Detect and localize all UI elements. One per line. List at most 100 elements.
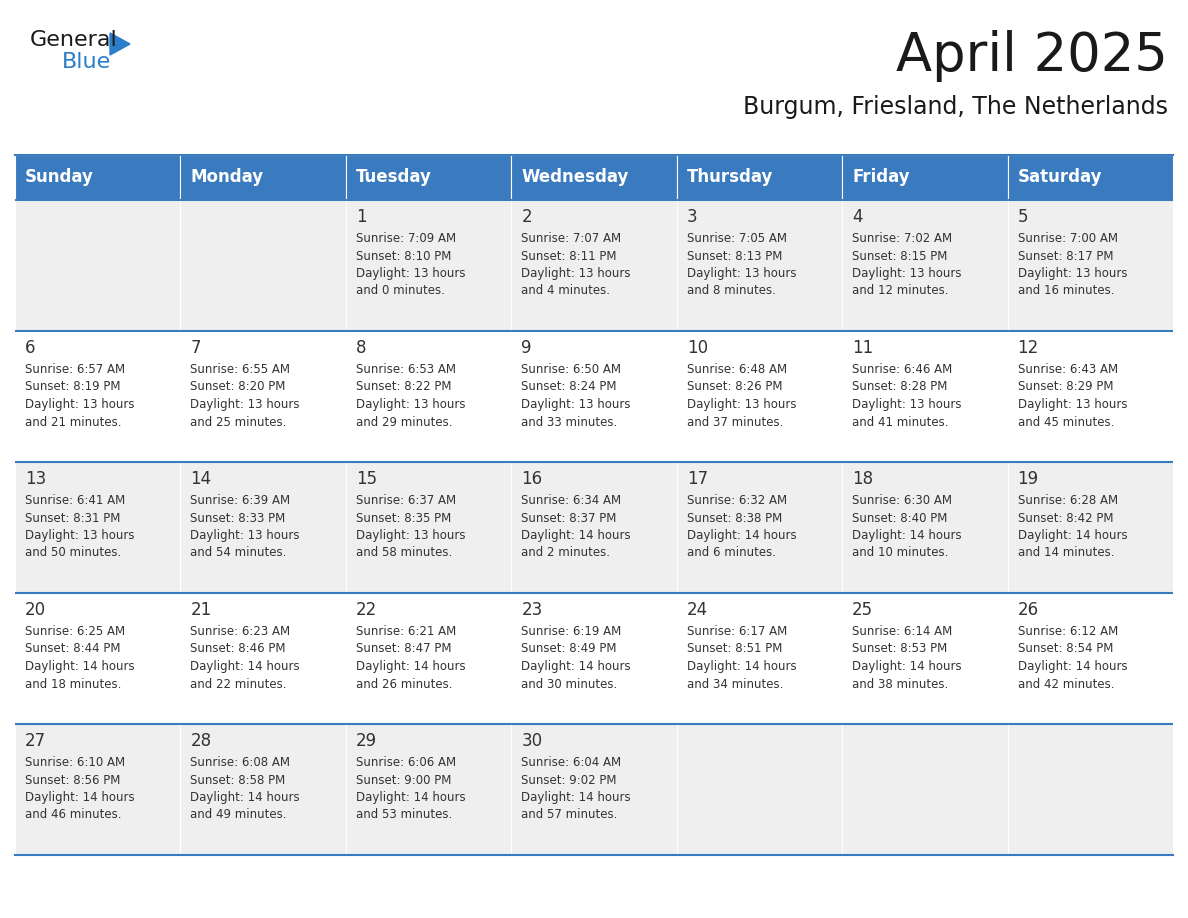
Text: Thursday: Thursday	[687, 169, 773, 186]
Text: Sunrise: 6:39 AM
Sunset: 8:33 PM
Daylight: 13 hours
and 54 minutes.: Sunrise: 6:39 AM Sunset: 8:33 PM Dayligh…	[190, 494, 299, 559]
Text: Saturday: Saturday	[1018, 169, 1102, 186]
Bar	[181, 200, 346, 331]
Bar	[677, 331, 842, 462]
Text: 20: 20	[25, 601, 46, 619]
Text: 11: 11	[852, 339, 873, 357]
Text: Sunrise: 6:55 AM
Sunset: 8:20 PM
Daylight: 13 hours
and 25 minutes.: Sunrise: 6:55 AM Sunset: 8:20 PM Dayligh…	[190, 363, 299, 429]
Bar	[842, 155, 1007, 200]
Text: 28: 28	[190, 732, 211, 750]
Bar	[1007, 593, 1173, 724]
Text: Blue: Blue	[62, 52, 112, 72]
Text: 18: 18	[852, 470, 873, 488]
Text: 30: 30	[522, 732, 543, 750]
Bar	[511, 331, 677, 462]
Bar	[181, 331, 346, 462]
Text: Sunrise: 6:53 AM
Sunset: 8:22 PM
Daylight: 13 hours
and 29 minutes.: Sunrise: 6:53 AM Sunset: 8:22 PM Dayligh…	[356, 363, 466, 429]
Text: 10: 10	[687, 339, 708, 357]
Text: Sunrise: 6:57 AM
Sunset: 8:19 PM
Daylight: 13 hours
and 21 minutes.: Sunrise: 6:57 AM Sunset: 8:19 PM Dayligh…	[25, 363, 134, 429]
Text: 5: 5	[1018, 208, 1028, 226]
Bar	[677, 593, 842, 724]
Bar	[181, 155, 346, 200]
Text: Sunrise: 6:08 AM
Sunset: 8:58 PM
Daylight: 14 hours
and 49 minutes.: Sunrise: 6:08 AM Sunset: 8:58 PM Dayligh…	[190, 756, 301, 822]
Text: Sunrise: 6:50 AM
Sunset: 8:24 PM
Daylight: 13 hours
and 33 minutes.: Sunrise: 6:50 AM Sunset: 8:24 PM Dayligh…	[522, 363, 631, 429]
Bar	[1007, 155, 1173, 200]
Text: 27: 27	[25, 732, 46, 750]
Bar	[842, 593, 1007, 724]
Bar	[15, 331, 181, 462]
Text: 17: 17	[687, 470, 708, 488]
Text: Friday: Friday	[852, 169, 910, 186]
Text: Sunrise: 6:46 AM
Sunset: 8:28 PM
Daylight: 13 hours
and 41 minutes.: Sunrise: 6:46 AM Sunset: 8:28 PM Dayligh…	[852, 363, 961, 429]
Text: Tuesday: Tuesday	[356, 169, 431, 186]
Text: Sunrise: 6:48 AM
Sunset: 8:26 PM
Daylight: 13 hours
and 37 minutes.: Sunrise: 6:48 AM Sunset: 8:26 PM Dayligh…	[687, 363, 796, 429]
Bar	[181, 724, 346, 855]
Text: Sunrise: 6:41 AM
Sunset: 8:31 PM
Daylight: 13 hours
and 50 minutes.: Sunrise: 6:41 AM Sunset: 8:31 PM Dayligh…	[25, 494, 134, 559]
Text: 22: 22	[356, 601, 377, 619]
Text: Sunrise: 6:12 AM
Sunset: 8:54 PM
Daylight: 14 hours
and 42 minutes.: Sunrise: 6:12 AM Sunset: 8:54 PM Dayligh…	[1018, 625, 1127, 690]
Text: Sunrise: 7:09 AM
Sunset: 8:10 PM
Daylight: 13 hours
and 0 minutes.: Sunrise: 7:09 AM Sunset: 8:10 PM Dayligh…	[356, 232, 466, 297]
Text: 9: 9	[522, 339, 532, 357]
Bar	[15, 593, 181, 724]
Text: 25: 25	[852, 601, 873, 619]
Text: Sunrise: 7:05 AM
Sunset: 8:13 PM
Daylight: 13 hours
and 8 minutes.: Sunrise: 7:05 AM Sunset: 8:13 PM Dayligh…	[687, 232, 796, 297]
Text: 23: 23	[522, 601, 543, 619]
Text: Sunrise: 6:25 AM
Sunset: 8:44 PM
Daylight: 14 hours
and 18 minutes.: Sunrise: 6:25 AM Sunset: 8:44 PM Dayligh…	[25, 625, 134, 690]
Bar	[842, 462, 1007, 593]
Bar	[1007, 462, 1173, 593]
Bar	[346, 155, 511, 200]
Bar	[1007, 331, 1173, 462]
Text: 24: 24	[687, 601, 708, 619]
Text: Wednesday: Wednesday	[522, 169, 628, 186]
Text: 26: 26	[1018, 601, 1038, 619]
Bar	[511, 462, 677, 593]
Text: Sunrise: 6:28 AM
Sunset: 8:42 PM
Daylight: 14 hours
and 14 minutes.: Sunrise: 6:28 AM Sunset: 8:42 PM Dayligh…	[1018, 494, 1127, 559]
Bar	[15, 155, 181, 200]
Text: Sunrise: 6:06 AM
Sunset: 9:00 PM
Daylight: 14 hours
and 53 minutes.: Sunrise: 6:06 AM Sunset: 9:00 PM Dayligh…	[356, 756, 466, 822]
Text: 16: 16	[522, 470, 543, 488]
Bar	[1007, 724, 1173, 855]
Polygon shape	[110, 33, 129, 55]
Text: 29: 29	[356, 732, 377, 750]
Bar	[511, 200, 677, 331]
Text: Sunrise: 6:23 AM
Sunset: 8:46 PM
Daylight: 14 hours
and 22 minutes.: Sunrise: 6:23 AM Sunset: 8:46 PM Dayligh…	[190, 625, 301, 690]
Text: 12: 12	[1018, 339, 1038, 357]
Bar	[15, 724, 181, 855]
Bar	[511, 155, 677, 200]
Text: 7: 7	[190, 339, 201, 357]
Text: 1: 1	[356, 208, 366, 226]
Text: Sunrise: 6:19 AM
Sunset: 8:49 PM
Daylight: 14 hours
and 30 minutes.: Sunrise: 6:19 AM Sunset: 8:49 PM Dayligh…	[522, 625, 631, 690]
Bar	[1007, 200, 1173, 331]
Text: Sunrise: 6:17 AM
Sunset: 8:51 PM
Daylight: 14 hours
and 34 minutes.: Sunrise: 6:17 AM Sunset: 8:51 PM Dayligh…	[687, 625, 796, 690]
Bar	[346, 462, 511, 593]
Bar	[842, 724, 1007, 855]
Text: Sunrise: 6:10 AM
Sunset: 8:56 PM
Daylight: 14 hours
and 46 minutes.: Sunrise: 6:10 AM Sunset: 8:56 PM Dayligh…	[25, 756, 134, 822]
Text: Sunrise: 6:14 AM
Sunset: 8:53 PM
Daylight: 14 hours
and 38 minutes.: Sunrise: 6:14 AM Sunset: 8:53 PM Dayligh…	[852, 625, 962, 690]
Bar	[346, 331, 511, 462]
Text: 4: 4	[852, 208, 862, 226]
Text: 14: 14	[190, 470, 211, 488]
Bar	[677, 155, 842, 200]
Text: Sunrise: 7:02 AM
Sunset: 8:15 PM
Daylight: 13 hours
and 12 minutes.: Sunrise: 7:02 AM Sunset: 8:15 PM Dayligh…	[852, 232, 961, 297]
Bar	[181, 593, 346, 724]
Text: Sunrise: 7:07 AM
Sunset: 8:11 PM
Daylight: 13 hours
and 4 minutes.: Sunrise: 7:07 AM Sunset: 8:11 PM Dayligh…	[522, 232, 631, 297]
Text: Sunrise: 6:04 AM
Sunset: 9:02 PM
Daylight: 14 hours
and 57 minutes.: Sunrise: 6:04 AM Sunset: 9:02 PM Dayligh…	[522, 756, 631, 822]
Text: Sunrise: 7:00 AM
Sunset: 8:17 PM
Daylight: 13 hours
and 16 minutes.: Sunrise: 7:00 AM Sunset: 8:17 PM Dayligh…	[1018, 232, 1127, 297]
Bar	[346, 593, 511, 724]
Text: 13: 13	[25, 470, 46, 488]
Text: Sunrise: 6:34 AM
Sunset: 8:37 PM
Daylight: 14 hours
and 2 minutes.: Sunrise: 6:34 AM Sunset: 8:37 PM Dayligh…	[522, 494, 631, 559]
Text: Sunrise: 6:43 AM
Sunset: 8:29 PM
Daylight: 13 hours
and 45 minutes.: Sunrise: 6:43 AM Sunset: 8:29 PM Dayligh…	[1018, 363, 1127, 429]
Bar	[511, 593, 677, 724]
Text: Sunday: Sunday	[25, 169, 94, 186]
Text: 2: 2	[522, 208, 532, 226]
Text: 3: 3	[687, 208, 697, 226]
Bar	[842, 331, 1007, 462]
Bar	[346, 200, 511, 331]
Text: Sunrise: 6:21 AM
Sunset: 8:47 PM
Daylight: 14 hours
and 26 minutes.: Sunrise: 6:21 AM Sunset: 8:47 PM Dayligh…	[356, 625, 466, 690]
Text: Sunrise: 6:37 AM
Sunset: 8:35 PM
Daylight: 13 hours
and 58 minutes.: Sunrise: 6:37 AM Sunset: 8:35 PM Dayligh…	[356, 494, 466, 559]
Text: April 2025: April 2025	[896, 30, 1168, 82]
Text: 6: 6	[25, 339, 36, 357]
Text: Sunrise: 6:32 AM
Sunset: 8:38 PM
Daylight: 14 hours
and 6 minutes.: Sunrise: 6:32 AM Sunset: 8:38 PM Dayligh…	[687, 494, 796, 559]
Text: Sunrise: 6:30 AM
Sunset: 8:40 PM
Daylight: 14 hours
and 10 minutes.: Sunrise: 6:30 AM Sunset: 8:40 PM Dayligh…	[852, 494, 962, 559]
Text: Monday: Monday	[190, 169, 264, 186]
Text: 21: 21	[190, 601, 211, 619]
